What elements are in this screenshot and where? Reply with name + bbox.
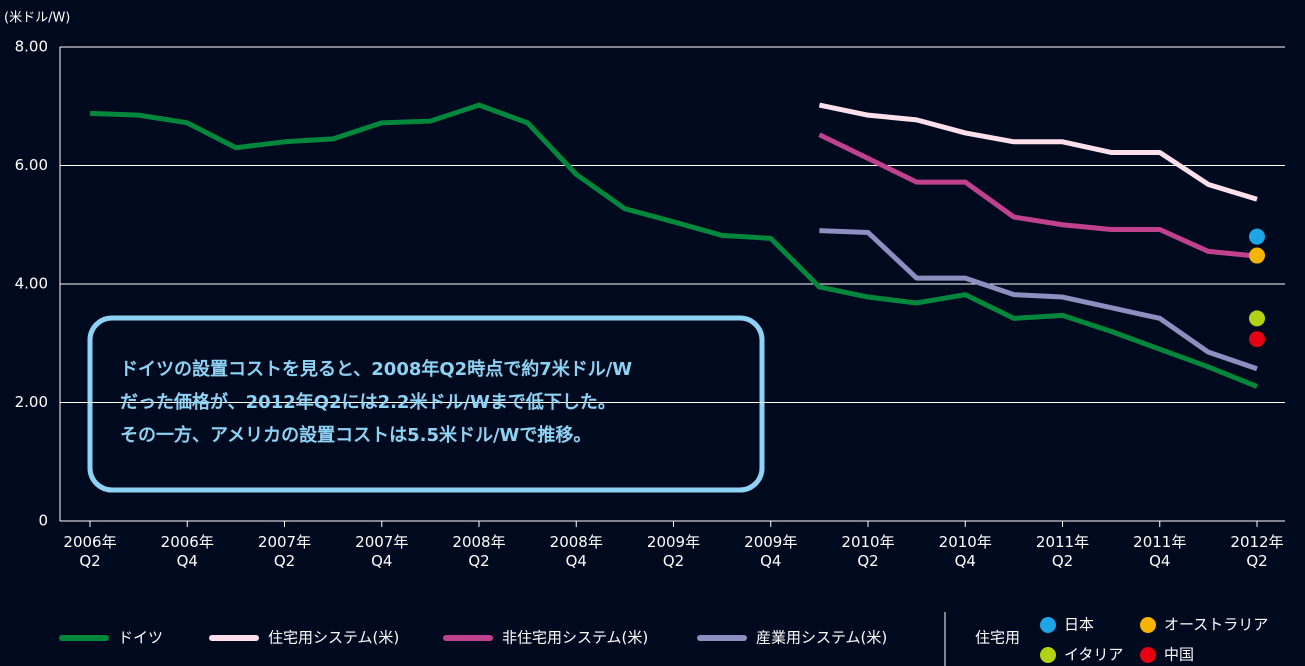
legend-label: 住宅用システム(米) <box>268 629 399 647</box>
residential-point <box>1249 331 1265 348</box>
x-tick-label: 2009年 Q4 <box>744 533 798 570</box>
legend-label: オーストラリア <box>1164 616 1268 634</box>
legend-dot <box>1140 617 1156 633</box>
legend-label: 日本 <box>1064 616 1094 634</box>
legend-label: 非住宅用システム(米) <box>502 629 648 647</box>
legend-label: ドイツ <box>118 629 163 647</box>
x-tick-label: 2008年 Q4 <box>549 533 603 570</box>
series-line <box>89 102 1258 389</box>
x-tick-label: 2009年 Q2 <box>646 533 701 570</box>
x-tick-label: 2006年 Q4 <box>160 533 214 570</box>
legend-dot <box>1140 647 1156 663</box>
x-tick-label: 2011年 Q2 <box>1035 533 1090 570</box>
x-tick-label: 2007年 Q2 <box>257 533 312 570</box>
y-tick-label: 4.00 <box>15 275 48 293</box>
legend-label: 中国 <box>1164 646 1194 664</box>
x-tick-label: 2010年 Q2 <box>841 533 895 570</box>
annotation-line: その一方、アメリカの設置コストは5.5米ドル/Wで推移。 <box>120 424 591 446</box>
residential-point <box>1249 310 1265 327</box>
residential-point <box>1249 247 1265 264</box>
legend-label: イタリア <box>1064 646 1123 664</box>
y-tick-label: 6.00 <box>15 156 48 174</box>
residential-point <box>1249 228 1265 245</box>
annotation-box <box>87 315 765 493</box>
x-tick-label: 2011年 Q4 <box>1133 533 1187 570</box>
x-tick-label: 2010年 Q4 <box>938 533 992 570</box>
series-line <box>819 228 1258 372</box>
x-tick-label: 2007年 Q4 <box>355 533 409 570</box>
annotation-line: ドイツの設置コストを見ると、2008年Q2時点で約7米ドル/W <box>120 358 632 380</box>
legend-dot <box>1040 647 1056 663</box>
legend-label: 産業用システム(米) <box>756 629 887 647</box>
annotation-line: だった価格が、2012年Q2には2.2米ドル/Wまで低下した。 <box>120 391 616 413</box>
y-tick-label: 0 <box>38 512 48 530</box>
x-tick-label: 2006年 Q2 <box>63 533 117 570</box>
legend-group-label: 住宅用 <box>975 629 1020 647</box>
x-tick-label: 2008年 Q2 <box>452 533 506 570</box>
y-tick-label: 8.00 <box>15 38 48 56</box>
y-tick-label: 2.00 <box>15 393 48 411</box>
series-line <box>818 132 1258 259</box>
legend-dot <box>1040 617 1056 633</box>
y-unit-label: (米ドル/W) <box>4 11 70 26</box>
series-line <box>818 102 1258 202</box>
x-tick-label: 2012年 Q2 <box>1230 533 1284 570</box>
